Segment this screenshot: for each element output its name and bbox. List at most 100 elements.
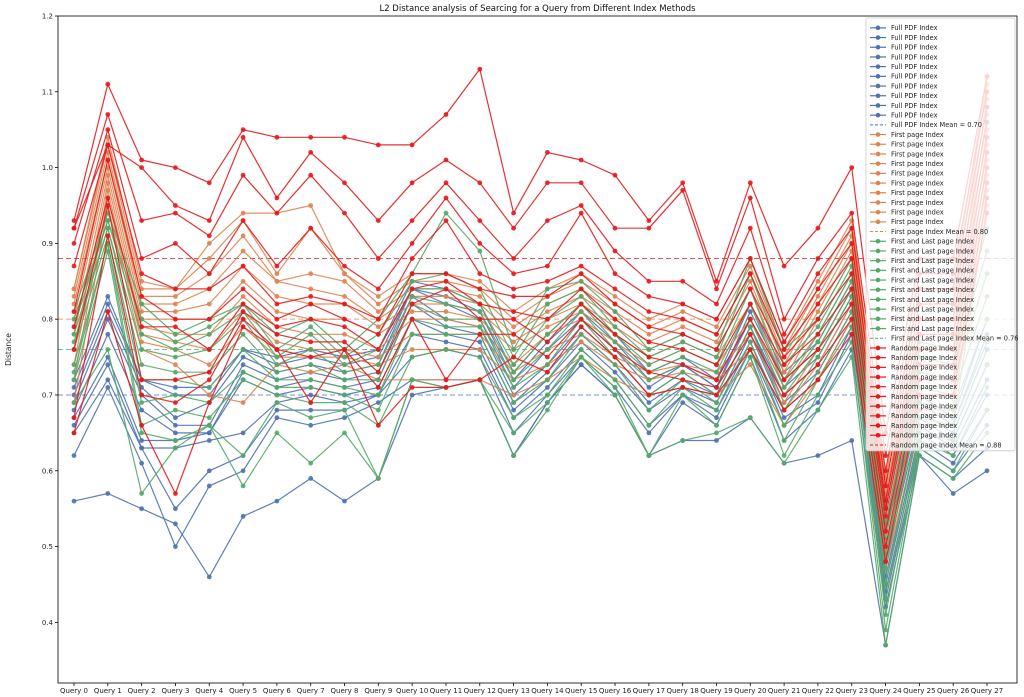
data-point-g1-s9-q2 [139, 278, 145, 284]
legend-swatch-marker-14 [875, 161, 881, 166]
data-point-g2-s0-q7 [308, 460, 314, 466]
data-point-g2-s7-q17 [646, 362, 652, 368]
data-point-g2-s2-q0 [71, 369, 77, 375]
data-point-g1-s9-q7 [308, 203, 314, 208]
data-point-g3-s0-q17 [646, 392, 652, 398]
data-point-g3-s1-q10 [409, 316, 415, 322]
data-point-g2-s0-q5 [240, 483, 246, 489]
legend-swatch-marker-16 [875, 180, 881, 186]
data-point-g2-s3-q19 [714, 400, 719, 405]
data-point-g3-s3-q2 [139, 324, 145, 330]
data-point-g3-s6-q6 [274, 263, 280, 269]
data-point-g0-s3-q5 [240, 430, 246, 436]
legend-entry-30: First and Last page Index [891, 315, 974, 323]
data-point-g3-s9-q8 [342, 134, 347, 140]
legend-swatch-marker-12 [875, 141, 881, 147]
data-point-g2-s7-q15 [578, 294, 584, 299]
data-point-g2-s4-q6 [274, 377, 280, 383]
x-tick-label-1: Query 1 [94, 687, 122, 695]
data-point-g1-s5-q21 [781, 369, 787, 375]
data-point-g3-s8-q24 [883, 453, 888, 458]
data-point-g3-s4-q14 [545, 294, 550, 299]
data-point-g2-s2-q19 [714, 407, 719, 413]
legend-swatch-marker-35 [875, 365, 881, 370]
data-point-g1-s7-q5 [240, 233, 246, 239]
data-point-g1-s8-q6 [274, 271, 280, 277]
data-point-g3-s5-q5 [240, 263, 246, 269]
data-point-g2-s8-q22 [815, 324, 821, 330]
data-point-g3-s8-q20 [747, 195, 753, 201]
data-point-g0-s7-q17 [646, 385, 652, 390]
data-point-g3-s2-q5 [240, 309, 246, 314]
data-point-g1-s5-q13 [511, 339, 516, 345]
data-point-g3-s9-q22 [815, 225, 821, 231]
legend-swatch-marker-37 [875, 384, 881, 390]
data-point-g0-s1-q8 [342, 415, 347, 421]
data-point-g2-s6-q3 [173, 354, 178, 360]
data-point-g3-s8-q15 [578, 180, 584, 186]
data-point-g2-s1-q7 [308, 415, 314, 421]
data-point-g0-s2-q22 [815, 400, 821, 405]
data-point-g3-s8-q3 [173, 203, 178, 208]
data-point-g2-s1-q9 [375, 476, 381, 481]
data-point-g0-s4-q12 [477, 339, 483, 345]
data-point-g3-s6-q8 [342, 263, 347, 269]
data-point-g0-s5-q2 [139, 407, 145, 413]
x-tick-label-26: Query 26 [937, 687, 970, 695]
data-point-g0-s1-q3 [173, 544, 178, 549]
data-point-g3-s8-q5 [240, 134, 246, 140]
legend-entry-18: First page Index [891, 199, 944, 207]
data-point-g2-s5-q24 [883, 566, 888, 572]
data-point-g3-s9-q16 [612, 172, 618, 178]
data-point-g2-s2-q10 [409, 354, 415, 360]
data-point-g0-s0-q10 [409, 392, 415, 398]
data-point-g2-s9-q2 [139, 301, 145, 307]
data-point-g2-s0-q14 [545, 407, 550, 413]
data-point-g3-s4-q17 [646, 324, 652, 330]
data-point-g3-s2-q8 [342, 339, 347, 345]
data-point-g3-s7-q20 [747, 225, 753, 231]
data-point-g1-s7-q22 [815, 294, 821, 299]
data-point-g3-s9-q12 [477, 66, 483, 72]
data-point-g3-s6-q16 [612, 271, 618, 277]
legend-entry-21: First page Index Mean = 0.80 [891, 228, 988, 236]
data-point-g3-s8-q6 [274, 195, 280, 201]
data-point-g3-s7-q7 [308, 172, 314, 178]
legend-swatch-marker-4 [875, 64, 881, 69]
data-point-g3-s9-q23 [849, 165, 855, 171]
series-line-g1-s8 [73, 84, 988, 487]
legend-swatch-marker-8 [875, 103, 881, 108]
data-point-g3-s3-q10 [409, 286, 415, 292]
data-point-g1-s5-q2 [139, 309, 145, 314]
data-point-g0-s1-q7 [308, 422, 314, 428]
data-point-g3-s3-q7 [308, 316, 314, 322]
x-tick-label-23: Query 23 [836, 687, 868, 695]
data-point-g1-s6-q20 [747, 278, 753, 284]
data-point-g3-s4-q8 [342, 316, 347, 322]
data-point-g2-s7-q6 [274, 354, 280, 360]
data-point-g3-s2-q6 [274, 331, 280, 337]
data-point-g1-s9-q9 [375, 294, 381, 299]
data-point-g2-s8-q1 [105, 218, 111, 224]
data-point-g2-s0-q20 [747, 415, 753, 421]
x-tick-label-16: Query 16 [599, 687, 632, 695]
data-point-g0-s0-q19 [714, 438, 719, 443]
data-point-g2-s3-q11 [443, 331, 449, 337]
data-point-g3-s1-q0 [71, 415, 77, 421]
data-point-g3-s1-q2 [139, 392, 145, 398]
data-point-g3-s4-q10 [409, 271, 415, 277]
legend-swatch-marker-33 [875, 345, 881, 351]
data-point-g3-s2-q0 [71, 347, 77, 352]
data-point-g0-s8-q1 [105, 301, 111, 307]
data-point-g3-s0-q14 [545, 369, 550, 375]
data-point-g3-s7-q22 [815, 271, 821, 277]
data-point-g3-s3-q19 [714, 362, 719, 368]
legend-entry-35: Random page Index [891, 364, 957, 372]
data-point-g0-s0-q26 [950, 491, 956, 496]
data-point-g3-s9-q0 [71, 218, 77, 224]
data-point-g3-s3-q16 [612, 316, 618, 322]
legend-entry-13: First page Index [891, 150, 944, 158]
data-point-g1-s6-q5 [240, 248, 246, 254]
plot-area [58, 66, 1017, 648]
